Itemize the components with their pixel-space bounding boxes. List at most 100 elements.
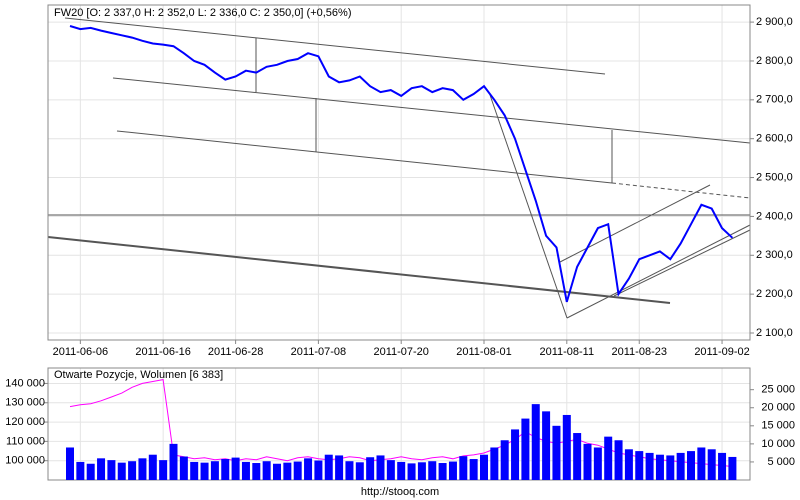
volume-bar: [604, 436, 613, 480]
volume-bar: [521, 418, 530, 480]
volume-bar: [593, 447, 602, 480]
volume-bar: [148, 454, 157, 480]
volume-bar: [273, 463, 281, 480]
trend-line: [64, 17, 606, 75]
volume-bar: [262, 461, 271, 480]
volume-bar: [138, 458, 147, 480]
y2-tick-label: 10 000: [761, 438, 795, 450]
volume-bar: [635, 451, 644, 480]
trend-line: [116, 130, 613, 184]
y-tick-label: 2 200,0: [756, 288, 793, 300]
volume-bar: [97, 458, 106, 480]
volume-bar: [241, 461, 250, 480]
footer: http://stooq.com: [361, 486, 439, 498]
volume-bar: [614, 440, 623, 480]
trend-line: [611, 182, 751, 199]
plot-frame: [47, 4, 751, 341]
y-tick-label: 2 500,0: [756, 171, 793, 183]
volume-bar: [697, 447, 706, 480]
volume-bar: [552, 425, 561, 480]
volume-bar: [200, 462, 209, 480]
y2-tick-label: 5 000: [767, 456, 795, 468]
volume-bar: [542, 411, 551, 480]
volume-bar: [718, 452, 727, 480]
volume-bar: [687, 451, 695, 480]
trend-line: [559, 184, 711, 263]
volume-bar: [490, 447, 499, 480]
volume-bar: [376, 455, 385, 480]
volume-bar: [107, 460, 116, 480]
volume-bar: [231, 457, 240, 480]
volume-bar: [531, 404, 540, 480]
trend-line: [112, 77, 751, 144]
x-tick-label: 2011-06-28: [208, 346, 263, 358]
trend-line: [613, 229, 751, 297]
x-tick-label: 2011-09-02: [694, 346, 749, 358]
y-tick-label: 130 000: [5, 397, 45, 409]
volume-bar: [676, 452, 685, 480]
volume-bar: [117, 462, 126, 480]
y-tick-label: 100 000: [5, 455, 45, 467]
volume-bar: [386, 460, 395, 480]
trend-line: [47, 236, 671, 304]
volume-bar: [66, 447, 74, 480]
volume-bar: [159, 460, 168, 480]
volume-bar: [128, 461, 137, 480]
volume-bar: [624, 449, 633, 480]
y2-tick-label: 20 000: [761, 402, 795, 414]
volume-bar: [428, 461, 437, 480]
volume-bar: [573, 433, 582, 480]
x-tick-label: 2011-06-16: [135, 346, 190, 358]
volume-bar: [293, 461, 302, 480]
volume-bar: [448, 461, 457, 480]
trend-line: [489, 94, 568, 319]
volume-bar: [179, 456, 188, 480]
volume-bar: [335, 455, 344, 480]
y-tick-label: 110 000: [6, 435, 45, 447]
x-tick-label: 2011-07-20: [373, 346, 428, 358]
y-tick-label: 2 700,0: [756, 94, 793, 106]
volume-bar: [469, 459, 478, 480]
volume-bar: [666, 455, 675, 480]
volume-bar: [707, 449, 716, 480]
x-tick-label: 2011-08-01: [456, 346, 511, 358]
price-line: [69, 25, 734, 303]
volume-bar: [190, 461, 199, 480]
x-tick-label: 2011-07-08: [291, 346, 346, 358]
volume-bar: [562, 414, 571, 480]
trend-lines: [47, 17, 751, 319]
volume-bar: [459, 456, 468, 480]
volume-bar: [324, 454, 333, 480]
volume-bar: [728, 456, 737, 480]
volume-bar: [417, 462, 426, 480]
volume-bar: [76, 461, 85, 480]
volume-bar: [397, 461, 406, 480]
y-tick-label: 2 400,0: [756, 210, 793, 222]
y-tick-label: 2 900,0: [756, 16, 793, 28]
y-tick-label: 120 000: [5, 416, 45, 428]
chart-title: Otwarte Pozycje, Wolumen [6 383]: [54, 369, 223, 381]
volume-bar: [655, 454, 664, 480]
trend-line: [566, 224, 751, 319]
volume-bar: [345, 461, 354, 480]
volume-bar: [366, 457, 375, 480]
x-tick-label: 2011-08-11: [539, 346, 594, 358]
volume-bar: [500, 440, 509, 480]
volume-bar: [169, 443, 178, 480]
volume-bar: [210, 461, 219, 480]
volume-bar: [314, 460, 323, 480]
volume-bar: [407, 463, 416, 480]
y-tick-label: 2 100,0: [756, 327, 793, 339]
y-tick-label: 140 000: [5, 377, 45, 389]
volume-bar: [511, 429, 520, 480]
y-tick-label: 2 300,0: [756, 249, 793, 261]
volume-bar: [583, 443, 592, 480]
volume-bar: [252, 463, 261, 480]
volume-bar: [304, 458, 313, 480]
volume-bar: [645, 452, 654, 480]
volume-bar: [355, 462, 364, 480]
y-tick-label: 2 600,0: [756, 133, 793, 145]
y-tick-label: 2 800,0: [756, 55, 793, 67]
x-tick-label: 2011-06-06: [53, 346, 108, 358]
